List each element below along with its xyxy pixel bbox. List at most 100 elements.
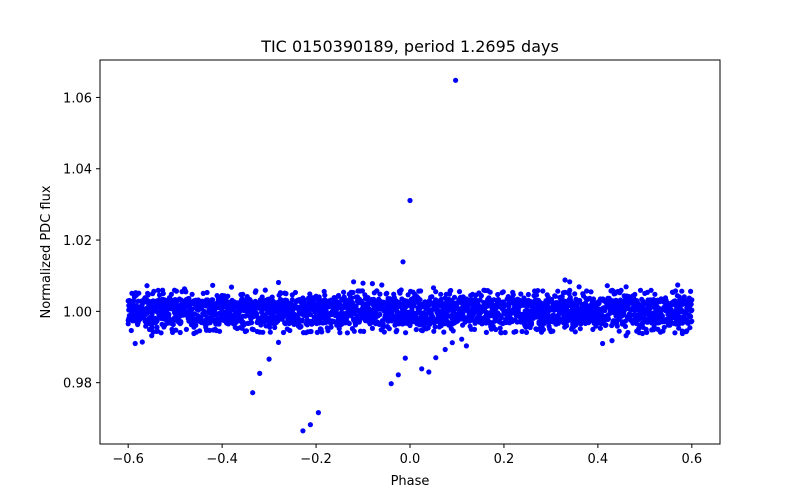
- data-point: [181, 286, 188, 292]
- x-tick-label: 0.2: [494, 452, 515, 467]
- band-point: [495, 291, 501, 298]
- band-point: [407, 322, 413, 329]
- data-point: [453, 77, 459, 83]
- band-point: [652, 291, 658, 297]
- data-point: [402, 355, 408, 361]
- data-point: [388, 381, 394, 387]
- band-point: [292, 289, 298, 296]
- band-point: [331, 318, 337, 324]
- band-point: [283, 291, 289, 297]
- band-point: [314, 329, 320, 335]
- x-tick-label: 0.0: [400, 452, 421, 467]
- band-point: [189, 306, 195, 312]
- band-point: [514, 319, 520, 325]
- data-point: [426, 369, 432, 375]
- band-point: [513, 328, 519, 335]
- band-point: [672, 288, 679, 294]
- band-point: [346, 320, 352, 327]
- band-point: [487, 289, 493, 295]
- band-point: [637, 287, 644, 293]
- data-point: [144, 283, 150, 289]
- data-point: [275, 339, 282, 345]
- x-axis-label: Phase: [391, 474, 430, 489]
- band-point: [597, 325, 604, 331]
- data-point: [567, 279, 573, 285]
- band-point: [676, 325, 682, 331]
- data-point: [576, 284, 582, 290]
- band-point: [344, 330, 350, 336]
- band-point: [523, 329, 530, 335]
- data-point: [604, 283, 610, 289]
- band-point: [577, 326, 583, 332]
- data-point: [191, 330, 197, 337]
- band-point: [155, 287, 161, 293]
- band-point: [189, 291, 195, 297]
- data-point: [149, 333, 155, 339]
- data-point: [430, 285, 437, 291]
- band-point: [361, 328, 367, 334]
- band-point: [525, 291, 532, 298]
- band-point: [540, 288, 546, 294]
- band-point: [319, 329, 325, 335]
- band-point: [351, 328, 357, 334]
- band-point: [648, 287, 654, 293]
- band-point: [659, 313, 666, 319]
- band-point: [369, 325, 375, 331]
- band-point: [577, 297, 583, 304]
- band-point: [651, 323, 657, 330]
- band-point: [249, 320, 255, 326]
- band-point: [298, 323, 304, 330]
- band-point: [267, 324, 273, 330]
- band-point: [260, 329, 266, 335]
- x-tick-label: 0.6: [681, 452, 702, 467]
- band-point: [308, 328, 314, 335]
- data-point: [228, 284, 235, 290]
- data-point: [600, 340, 606, 347]
- band-point: [253, 288, 259, 294]
- band-point: [614, 323, 620, 329]
- band-point: [240, 291, 246, 297]
- band-point: [429, 294, 435, 300]
- band-point: [688, 301, 694, 307]
- band-point: [178, 320, 184, 326]
- y-tick-label: 1.00: [63, 305, 92, 320]
- data-point: [257, 370, 263, 376]
- band-point: [381, 329, 387, 335]
- band-point: [377, 291, 383, 297]
- band-point: [183, 326, 189, 332]
- y-tick-label: 1.02: [63, 234, 92, 249]
- band-point: [322, 292, 328, 298]
- band-point: [337, 330, 343, 336]
- y-axis: 0.98 1.00 1.02 1.04 1.06: [63, 91, 100, 392]
- data-point: [419, 366, 425, 372]
- band-point: [478, 293, 484, 299]
- data-point: [395, 372, 401, 378]
- band-point: [567, 287, 573, 293]
- band-point: [128, 327, 134, 334]
- band-point: [689, 307, 695, 313]
- data-point: [250, 390, 256, 396]
- band-point: [448, 287, 454, 294]
- band-point: [519, 328, 525, 335]
- y-tick-label: 1.04: [63, 163, 92, 178]
- band-point: [173, 288, 179, 294]
- band-point: [177, 329, 183, 336]
- band-point: [350, 289, 356, 296]
- band-point: [170, 321, 176, 328]
- band-point: [269, 294, 275, 300]
- band-point: [605, 316, 612, 322]
- data-point: [609, 338, 615, 344]
- chart-title: TIC 0150390189, period 1.2695 days: [260, 37, 559, 56]
- band-point: [493, 326, 499, 333]
- data-point: [315, 410, 321, 416]
- band-point: [374, 288, 380, 294]
- band-point: [349, 295, 355, 301]
- band-point: [518, 291, 524, 297]
- band-point: [262, 287, 268, 293]
- band-point: [540, 327, 547, 333]
- band-point: [647, 305, 654, 311]
- y-tick-label: 1.06: [63, 91, 92, 106]
- data-point: [266, 356, 272, 362]
- data-point: [639, 330, 646, 337]
- band-point: [500, 289, 506, 295]
